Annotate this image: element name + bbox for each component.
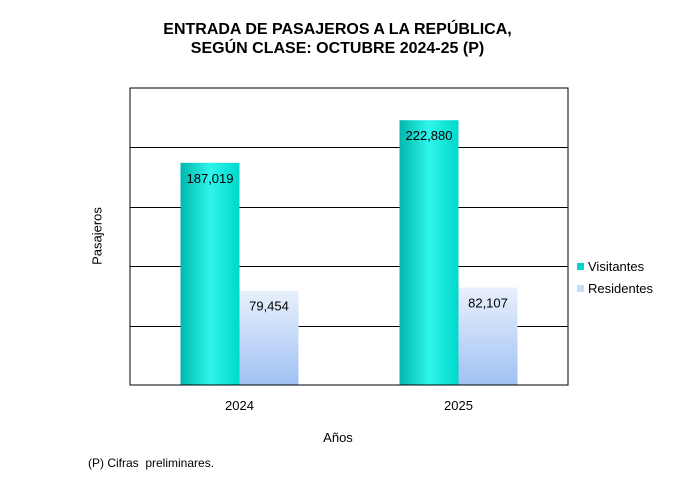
plot-area-border <box>129 87 569 386</box>
legend-label-residentes: Residentes <box>588 280 654 296</box>
chart-title-line-1: ENTRADA DE PASAJEROS A LA REPÚBLICA, <box>163 21 512 38</box>
bar-residentes-2025 <box>458 287 518 385</box>
legend-label-visitantes: Visitantes <box>588 258 645 274</box>
x-axis-label: Años <box>323 430 353 445</box>
x-tick-label-2024: 2024 <box>225 398 254 413</box>
legend-item-residentes: Residentes <box>577 277 653 299</box>
data-label-visitantes-2024: 187,019 <box>187 171 234 186</box>
bar-visitantes-2025 <box>399 120 459 385</box>
data-label-residentes-2025: 82,107 <box>468 295 508 310</box>
y-axis-label: Pasajeros <box>89 207 105 265</box>
legend: Visitantes Residentes <box>577 255 653 299</box>
footnote: (P) Cifras preliminares. <box>88 456 215 470</box>
data-label-visitantes-2025: 222,880 <box>406 128 453 143</box>
bar-visitantes-2024 <box>180 162 240 385</box>
chart-title: ENTRADA DE PASAJEROS A LA REPÚBLICA, SEG… <box>0 20 675 58</box>
x-tick-label-2025: 2025 <box>444 398 473 413</box>
data-label-residentes-2024: 79,454 <box>249 299 289 314</box>
legend-swatch-residentes <box>577 284 584 292</box>
bars <box>180 120 518 385</box>
labels: 187,019 79,454 2024 222,880 82,107 2025 <box>187 128 508 413</box>
legend-item-visitantes: Visitantes <box>577 255 653 277</box>
chart-title-line-2: SEGÚN CLASE: OCTUBRE 2024-25 (P) <box>190 40 485 57</box>
legend-swatch-visitantes <box>577 262 584 270</box>
bar-residentes-2024 <box>239 290 299 385</box>
